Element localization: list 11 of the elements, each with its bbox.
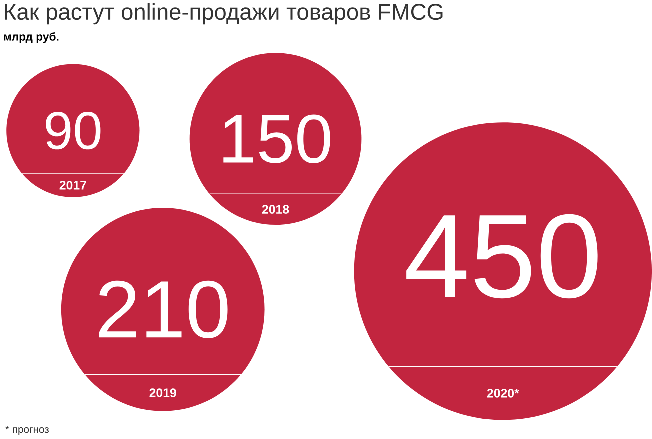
text: * прогноз bbox=[6, 426, 49, 436]
text: млрд руб. bbox=[4, 32, 59, 44]
category-label: 2020* bbox=[487, 389, 520, 398]
category-label: 2018 bbox=[262, 205, 290, 214]
data-label: 90 bbox=[46, 112, 101, 150]
data-label: 210 bbox=[99, 281, 228, 339]
category-label: 2019 bbox=[150, 388, 176, 398]
data-label: 150 bbox=[224, 114, 330, 164]
data-label: 450 bbox=[406, 214, 598, 299]
category-label: 2017 bbox=[60, 181, 86, 190]
text: Как растут online-продажи товаров FMCG bbox=[5, 4, 443, 25]
